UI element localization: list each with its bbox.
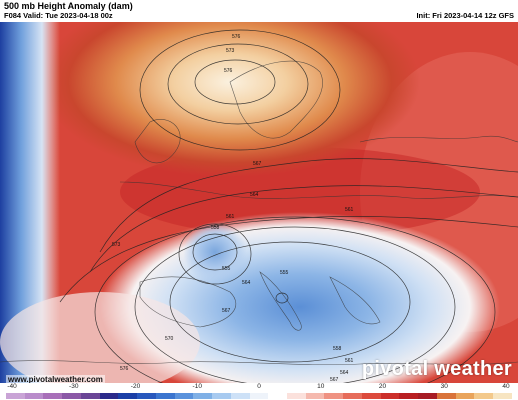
coastlines <box>0 60 518 366</box>
colorbar-swatch <box>361 393 381 399</box>
contour-label: 561 <box>226 214 235 220</box>
valid-time: F084 Valid: Tue 2023-04-18 00z <box>4 11 113 20</box>
colorbar-swatch <box>43 393 63 399</box>
colorbar-swatch <box>305 393 325 399</box>
colorbar-swatch <box>24 393 44 399</box>
colorbar-swatch <box>212 393 231 399</box>
contour-label: 561 <box>345 207 354 213</box>
colorbar-swatch <box>380 393 400 399</box>
cutoff-low <box>183 222 247 282</box>
colorbar-swatch <box>62 393 81 399</box>
contour-label: 558 <box>333 346 342 352</box>
colorbar-swatch <box>343 393 362 399</box>
contour-label: 558 <box>211 225 220 231</box>
colorbar-swatch <box>493 393 512 399</box>
contour-label: 567 <box>330 377 339 383</box>
colorbar-swatch <box>137 393 156 399</box>
colorbar-swatch <box>80 393 100 399</box>
colorbar-ticks: -40 -30 -20 -10 0 10 20 30 40 <box>0 383 518 392</box>
contour-label: 573 <box>112 242 121 248</box>
contour-label: 576 <box>232 34 241 40</box>
colorbar-swatch <box>436 393 456 399</box>
ridge-scandinavia <box>40 22 420 177</box>
colorbar-swatch <box>230 393 250 399</box>
colorbar-tick-label: -30 <box>69 383 79 390</box>
contour-label-group: 576 573 576 567 564 561 561 558 555 555 … <box>112 34 354 383</box>
colorbar-swatch <box>249 393 269 399</box>
contour-label: 564 <box>340 370 349 376</box>
colorbar-swatch <box>474 393 494 399</box>
colorbar-swatch <box>193 393 213 399</box>
colorbar-swatch <box>174 393 194 399</box>
contour-label: 567 <box>222 308 231 314</box>
colorbar-swatch <box>287 393 306 399</box>
neutral-anomaly-sw <box>0 292 200 383</box>
contour-label: 561 <box>345 358 354 364</box>
contour-label: 576 <box>120 366 129 372</box>
colorbar-tick-label: -10 <box>192 383 202 390</box>
website-credit: www.pivotalweather.com <box>6 375 105 384</box>
colorbar-swatch <box>418 393 437 399</box>
contour-label: 567 <box>253 161 262 167</box>
contour-label: 570 <box>165 336 174 342</box>
colorbar-swatches <box>6 393 512 399</box>
contour-label: 555 <box>280 270 289 276</box>
weather-map[interactable]: 576 573 576 567 564 561 561 558 555 555 … <box>0 22 518 383</box>
colorbar-tick-label: 30 <box>440 383 448 390</box>
colorbar-swatch <box>155 393 175 399</box>
colorbar-swatch <box>399 393 419 399</box>
colorbar-tick-label: -40 <box>7 383 17 390</box>
height-contours <box>59 29 518 383</box>
colorbar-swatch <box>324 393 344 399</box>
colorbar: -40 -30 -20 -10 0 10 20 30 40 <box>0 383 518 400</box>
init-time: Init: Fri 2023-04-14 12z GFS <box>416 11 514 20</box>
colorbar-tick-label: 20 <box>378 383 387 390</box>
header-bar: 500 mb Height Anomaly (dam) F084 Valid: … <box>0 0 518 22</box>
colorbar-swatch <box>455 393 475 399</box>
contour-label: 573 <box>226 48 235 54</box>
contour-label: 555 <box>222 266 231 272</box>
contour-label: 564 <box>250 192 259 198</box>
brand-logo: pivotal weather <box>361 358 512 380</box>
colorbar-swatch <box>268 393 288 399</box>
colorbar-swatch <box>118 393 138 399</box>
contour-label: 576 <box>224 68 233 74</box>
colorbar-tick-label: 0 <box>257 383 261 390</box>
map-title: 500 mb Height Anomaly (dam) <box>4 1 133 11</box>
colorbar-tick-label: -20 <box>130 383 141 390</box>
colorbar-swatch <box>6 393 25 399</box>
colorbar-swatch <box>99 393 119 399</box>
colorbar-tick-label: 10 <box>317 383 325 390</box>
colorbar-tick-label: 40 <box>502 383 510 390</box>
contour-label: 564 <box>242 280 251 286</box>
